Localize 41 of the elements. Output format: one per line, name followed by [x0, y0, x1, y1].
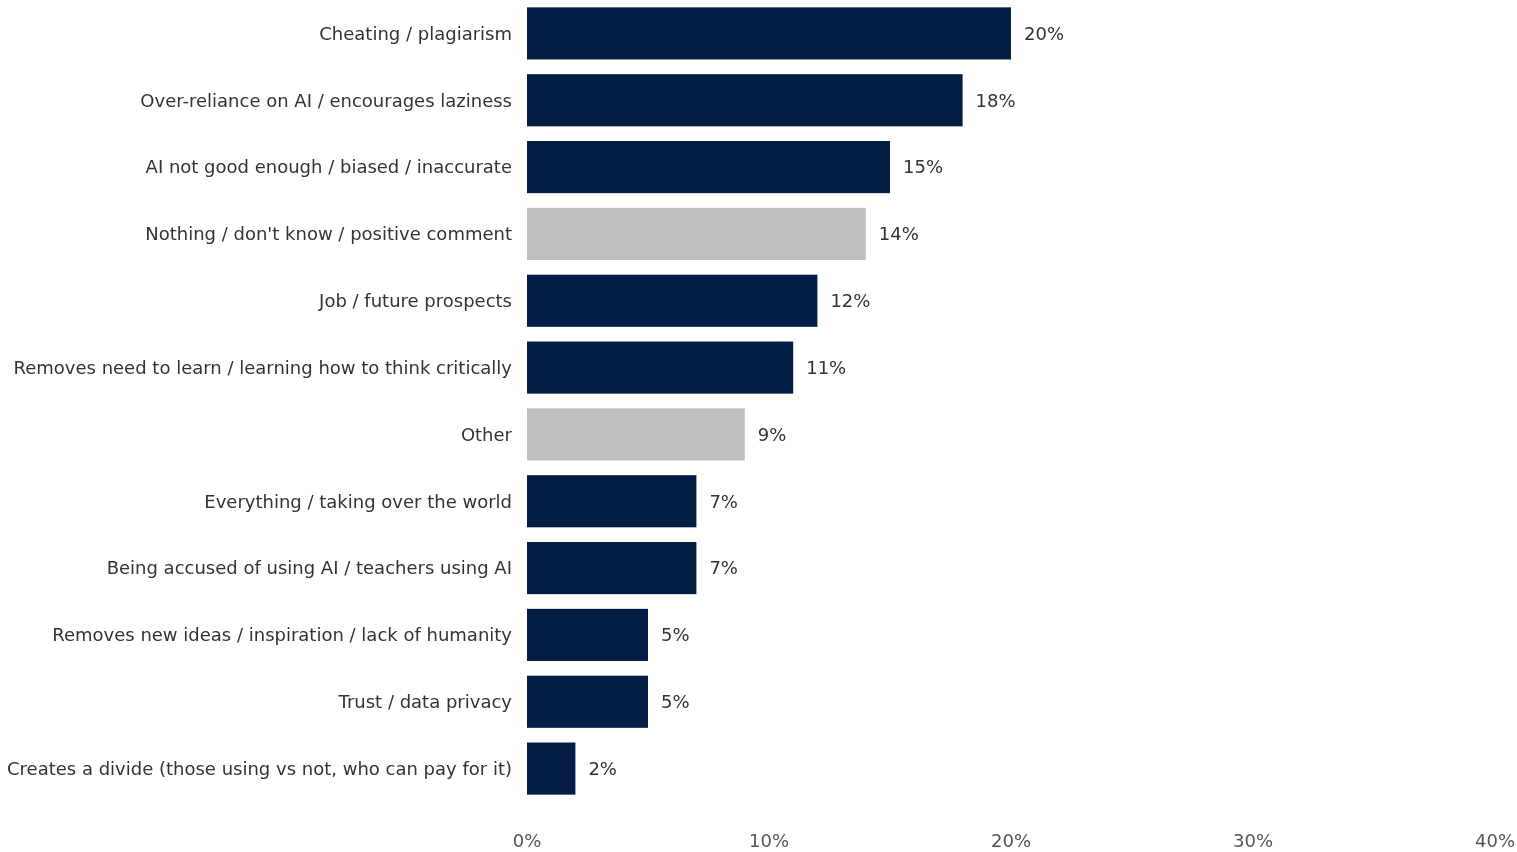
y-tick-label: Removes new ideas / inspiration / lack of humanity: [52, 624, 513, 646]
bar: [527, 74, 963, 127]
data-label: 15%: [903, 156, 944, 178]
y-tick-label: Cheating / plagiarism: [319, 22, 512, 44]
bar: [527, 608, 648, 661]
bar: [527, 141, 890, 194]
data-label: 7%: [709, 557, 738, 579]
data-label: 11%: [806, 356, 847, 378]
data-label: 18%: [975, 89, 1016, 111]
y-tick-label: Everything / taking over the world: [204, 490, 512, 512]
data-label: 5%: [661, 691, 690, 713]
data-label: 7%: [709, 490, 738, 512]
bar: [527, 274, 818, 327]
bar: [527, 341, 794, 394]
data-label: 2%: [588, 757, 617, 779]
data-label: 12%: [830, 290, 871, 312]
y-tick-label: Job / future prospects: [318, 290, 512, 312]
y-tick-label: AI not good enough / biased / inaccurate: [145, 156, 512, 178]
bar: [527, 675, 648, 728]
bar: [527, 742, 576, 795]
data-label: 9%: [757, 423, 787, 445]
y-tick-label: Over-reliance on AI / encourages laziness: [140, 89, 512, 111]
x-tick-label: 40%: [1474, 830, 1516, 852]
data-label: 20%: [1024, 22, 1065, 44]
x-tick-label: 30%: [1232, 830, 1274, 852]
data-label: 5%: [661, 624, 690, 646]
y-tick-label: Creates a divide (those using vs not, who can pay for it): [7, 757, 512, 779]
bar: [527, 475, 697, 528]
y-tick-label: Trust / data privacy: [337, 691, 513, 713]
y-tick-label: Being accused of using AI / teachers using AI: [106, 557, 512, 579]
y-tick-label: Nothing / don't know / positive comment: [145, 223, 512, 245]
data-label: 14%: [878, 223, 919, 245]
y-tick-label: Removes need to learn / learning how to think critically: [13, 356, 513, 378]
bar: [527, 7, 1011, 60]
bar: [527, 542, 697, 595]
x-tick-label: 10%: [748, 830, 790, 852]
x-tick-label: 0%: [512, 830, 542, 852]
x-tick-label: 20%: [990, 830, 1032, 852]
bar: [527, 207, 866, 260]
y-tick-label: Other: [460, 423, 513, 445]
bar: [527, 408, 745, 461]
